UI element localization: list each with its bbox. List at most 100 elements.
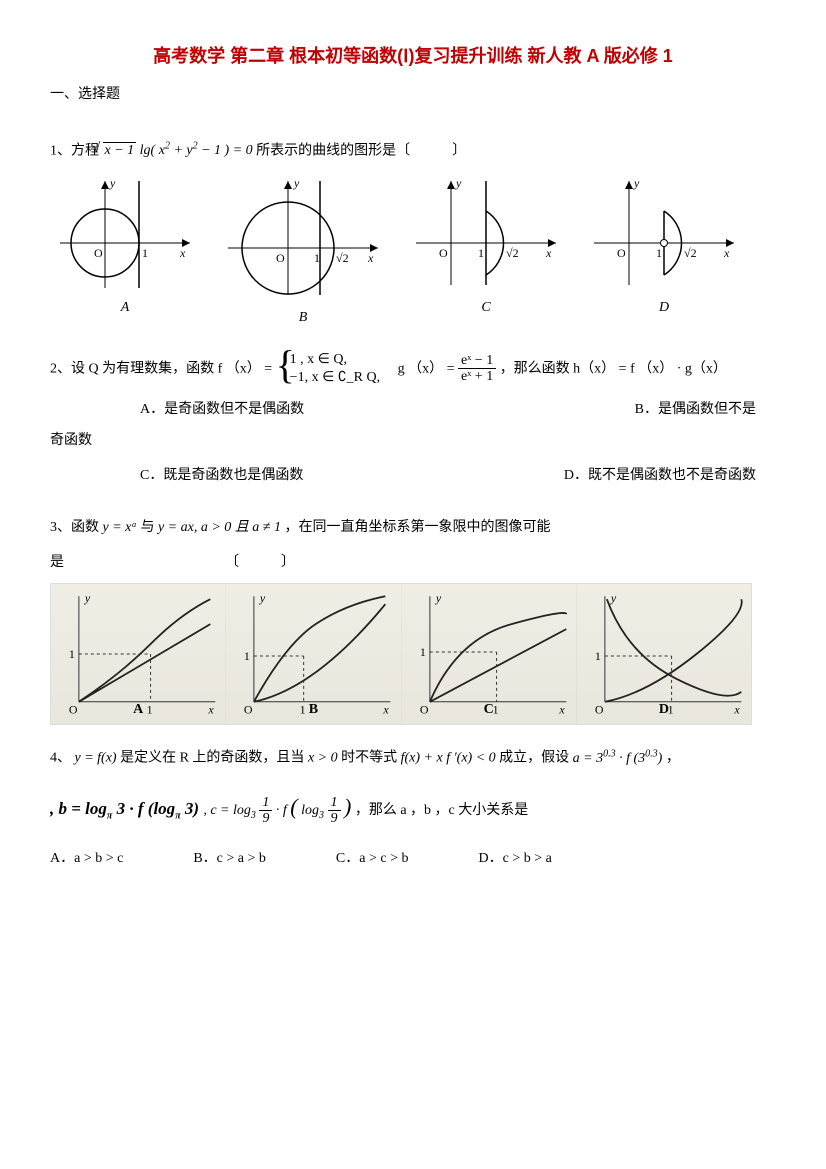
svg-text:O: O xyxy=(244,703,253,717)
q1-label-c: C xyxy=(406,295,566,320)
q2-optD: D．既不是偶函数也不是奇函数 xyxy=(564,463,756,488)
q3-label-d: D xyxy=(659,697,669,722)
q4-a: a = 30.3 · f (30.3) xyxy=(573,751,663,766)
svg-text:√2: √2 xyxy=(506,246,519,260)
q2-g-fraction: eˣ − 1 eˣ + 1 xyxy=(458,353,496,385)
svg-text:1: 1 xyxy=(314,251,320,265)
svg-text:1: 1 xyxy=(147,703,153,717)
q4-b: , b = logπ 3 · f (logπ 3) xyxy=(50,799,203,818)
q2-piecewise-bot: −1, x ∈ ∁_R Q, xyxy=(290,369,380,387)
svg-text:O: O xyxy=(439,246,448,260)
svg-text:y: y xyxy=(610,591,617,605)
q3-panel-d: O y x 1 1 D xyxy=(577,584,751,724)
q4-t1: 是定义在 R 上的奇函数，且当 xyxy=(120,751,308,766)
q3-label-c: C xyxy=(484,697,494,722)
svg-text:1: 1 xyxy=(656,246,662,260)
q4-options: A．a > b > c B．c > a > b C．a > c > b D．c … xyxy=(50,846,776,871)
q2-prefix: 2、设 Q 为有理数集，函数 f （x） = xyxy=(50,361,276,376)
q3-panel-b: O y x 1 1 B xyxy=(226,584,401,724)
q1-label-b: B xyxy=(218,305,388,330)
q4-t4: ， xyxy=(666,751,680,766)
svg-text:y: y xyxy=(293,176,300,190)
q1-formula: x − 1 √ lg( x2 + y2 − 1 ) = 0 xyxy=(103,143,257,158)
svg-text:1: 1 xyxy=(244,649,250,663)
svg-text:1: 1 xyxy=(142,246,148,260)
q3-graphs: O y x 1 1 A O y x 1 1 B xyxy=(50,583,752,725)
q1-suffix: 所表示的曲线的图形是〔 〕 xyxy=(256,143,466,158)
svg-text:y: y xyxy=(109,176,116,190)
q4-f: y = f(x) xyxy=(75,751,117,766)
q4-tail: ，那么 a ，b ，c 大小关系是 xyxy=(355,803,528,818)
question-2: 2、设 Q 为有理数集，函数 f （x） = 1 , x ∈ Q, −1, x … xyxy=(50,351,776,387)
q1-graph-d: O 1 √2 x y D xyxy=(584,173,744,330)
q4-cond: x > 0 xyxy=(308,751,338,766)
svg-text:1: 1 xyxy=(595,649,601,663)
question-3: 3、函数 y = xᵃ 与 y = ax, a > 0 且 a ≠ 1 ，在同一… xyxy=(50,515,776,540)
q3-label-b: B xyxy=(309,697,318,722)
q2-g-den: eˣ + 1 xyxy=(458,369,496,384)
svg-text:y: y xyxy=(455,176,462,190)
page-title: 高考数学 第二章 根本初等函数(Ⅰ)复习提升训练 新人教 A 版必修 1 xyxy=(50,40,776,72)
section-heading: 一、选择题 xyxy=(50,82,776,107)
svg-text:x: x xyxy=(179,246,186,260)
q2-optC: C．既是奇函数也是偶函数 xyxy=(140,463,303,488)
svg-text:y: y xyxy=(434,591,441,605)
q2-piecewise-top: 1 , x ∈ Q, xyxy=(290,351,380,369)
q3-label-a: A xyxy=(133,697,143,722)
q4-optA: A．a > b > c xyxy=(50,846,123,871)
svg-text:x: x xyxy=(723,246,730,260)
svg-text:O: O xyxy=(419,703,428,717)
svg-text:O: O xyxy=(69,703,78,717)
q2-options-row1: A．是奇函数但不是偶函数 B．是偶函数但不是 xyxy=(50,397,776,422)
q3-panel-a: O y x 1 1 A xyxy=(51,584,226,724)
q3-pre: 3、函数 xyxy=(50,520,103,535)
svg-text:y: y xyxy=(633,176,640,190)
q1-graph-c: O 1 √2 x y C xyxy=(406,173,566,330)
svg-text:√2: √2 xyxy=(336,251,349,265)
svg-text:y: y xyxy=(259,591,266,605)
question-4-line2: , b = logπ 3 · f (logπ 3) , c = log3 19 … xyxy=(50,787,776,827)
q4-pre: 4、 xyxy=(50,751,71,766)
q3-f2: y = ax, a > 0 且 a ≠ 1 xyxy=(158,520,281,535)
q3-line2: 是 〔 〕 xyxy=(50,550,776,575)
q1-label-a: A xyxy=(50,295,200,320)
q3-mid: 与 xyxy=(140,520,158,535)
q1-graph-b: O 1 √2 x y B xyxy=(218,173,388,330)
q4-t2: 时不等式 xyxy=(341,751,401,766)
q2-optB-cont: 奇函数 xyxy=(50,428,776,453)
q1-label-d: D xyxy=(584,295,744,320)
q2-optB: B．是偶函数但不是 xyxy=(635,397,756,422)
q4-ineq: f(x) + x f ′(x) < 0 xyxy=(401,751,496,766)
q4-optC: C．a > c > b xyxy=(336,846,409,871)
q1-graph-a: O 1 x y A xyxy=(50,173,200,330)
q3-panel-c: O y x 1 1 C xyxy=(402,584,577,724)
q2-g-num: eˣ − 1 xyxy=(458,353,496,369)
svg-text:O: O xyxy=(595,703,604,717)
q2-piecewise: 1 , x ∈ Q, −1, x ∈ ∁_R Q, xyxy=(276,351,380,387)
question-4: 4、 y = f(x) 是定义在 R 上的奇函数，且当 x > 0 时不等式 f… xyxy=(50,745,776,771)
q4-optD: D．c > b > a xyxy=(478,846,551,871)
svg-text:1: 1 xyxy=(478,246,484,260)
svg-text:x: x xyxy=(207,703,214,717)
svg-text:O: O xyxy=(276,251,285,265)
svg-text:y: y xyxy=(84,591,91,605)
svg-text:1: 1 xyxy=(419,645,425,659)
svg-text:1: 1 xyxy=(300,703,306,717)
svg-text:1: 1 xyxy=(69,647,75,661)
q3-post: ，在同一直角坐标系第一象限中的图像可能 xyxy=(284,520,550,535)
svg-text:O: O xyxy=(94,246,103,260)
q2-options-row2: C．既是奇函数也是偶函数 D．既不是偶函数也不是奇函数 xyxy=(50,463,776,488)
svg-text:x: x xyxy=(383,703,390,717)
q3-f1: y = xᵃ xyxy=(103,520,137,535)
q4-c: , c = log3 19 · f ( log3 19 ) xyxy=(203,803,355,818)
svg-text:x: x xyxy=(545,246,552,260)
q2-optA: A．是奇函数但不是偶函数 xyxy=(140,397,304,422)
svg-text:O: O xyxy=(617,246,626,260)
q2-mid: g （x） = xyxy=(384,361,458,376)
q1-graphs: O 1 x y A O 1 √2 x y B xyxy=(50,173,776,330)
svg-text:√2: √2 xyxy=(684,246,697,260)
svg-text:x: x xyxy=(558,703,565,717)
q2-tail: ，那么函数 h（x） = f （x） · g（x） xyxy=(500,361,727,376)
q4-optB: B．c > a > b xyxy=(193,846,266,871)
question-1: 1、方程 x − 1 √ lg( x2 + y2 − 1 ) = 0 所表示的曲… xyxy=(50,138,776,164)
